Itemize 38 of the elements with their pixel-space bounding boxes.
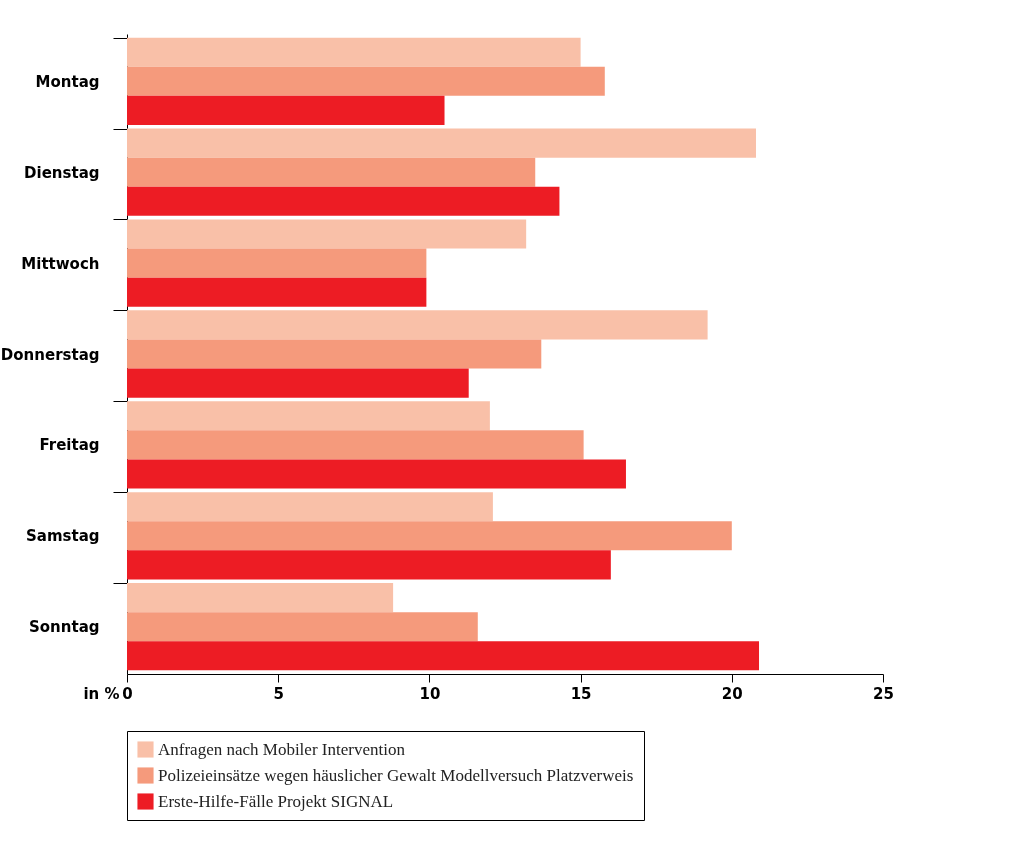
bar	[127, 612, 478, 642]
bar	[127, 37, 581, 67]
bar	[127, 401, 490, 431]
x-tick-label: 0	[122, 684, 133, 703]
bar	[127, 186, 560, 216]
bar	[127, 310, 708, 340]
legend-label: Anfragen nach Mobiler Intervention	[158, 739, 406, 759]
x-tick-label: 20	[721, 684, 743, 703]
y-tick-label: Samstag	[25, 527, 100, 546]
y-tick-label: Montag	[35, 72, 100, 91]
y-tick-label: Donnerstag	[0, 345, 100, 364]
bar	[127, 95, 445, 125]
y-tick-label: Dienstag	[24, 163, 100, 182]
bar	[127, 368, 469, 398]
x-tick-label: 25	[873, 684, 894, 703]
bar	[127, 583, 394, 613]
bar	[127, 277, 427, 307]
legend-label: Erste-Hilfe-Fälle Projekt SIGNAL	[158, 791, 394, 811]
legend-label: Polizeieinsätze wegen häuslicher Gewalt Modellversuch Platzverweis	[158, 765, 634, 785]
bar	[127, 339, 542, 369]
bar	[127, 550, 611, 580]
x-axis-title: in %	[83, 684, 120, 703]
bar	[127, 248, 427, 278]
bar	[127, 128, 756, 158]
bar	[127, 66, 605, 96]
bar	[127, 492, 493, 522]
y-tick-label: Freitag	[39, 436, 100, 455]
bar	[127, 521, 732, 551]
bar	[127, 430, 584, 460]
bar	[127, 157, 536, 187]
bar	[127, 219, 527, 249]
y-tick-label: Mittwoch	[21, 254, 100, 273]
x-tick-label: 15	[570, 684, 592, 703]
bar	[127, 459, 626, 489]
x-tick-label: 10	[419, 684, 441, 703]
y-tick-label: Sonntag	[29, 618, 100, 637]
x-tick-label: 5	[273, 684, 284, 703]
bar	[127, 641, 760, 671]
